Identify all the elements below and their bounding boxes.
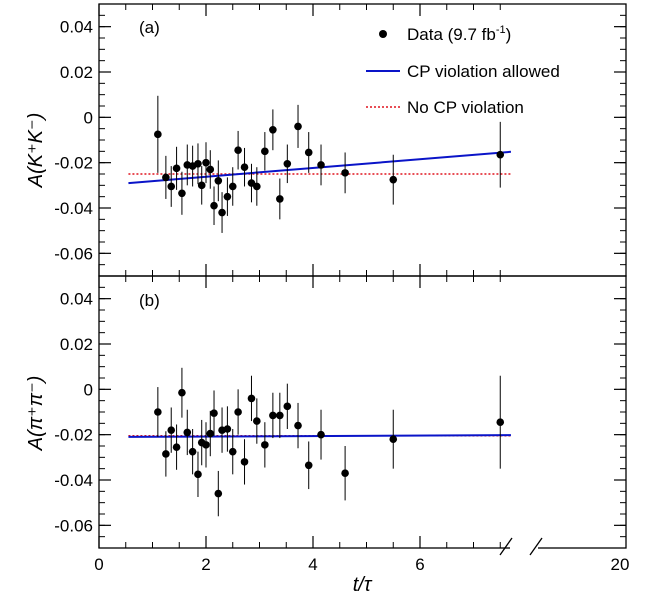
data-point: [183, 428, 192, 437]
panel-b-ylabel: A(π⁺π⁻): [25, 376, 47, 452]
x-tick-label: 0: [94, 555, 103, 574]
data-point: [294, 122, 302, 131]
data-point: [223, 425, 232, 433]
x-tick-label: 4: [308, 555, 317, 574]
data-point: [261, 147, 269, 156]
y-tick-label: -0.02: [54, 154, 93, 173]
data-point: [234, 408, 242, 416]
data-point: [234, 146, 242, 154]
data-point: [253, 417, 261, 425]
data-point: [304, 148, 313, 157]
data-point: [294, 421, 302, 430]
data-point: [389, 175, 398, 184]
data-point: [317, 161, 325, 169]
data-point: [269, 126, 277, 134]
legend-no-cp-label: No CP violation: [407, 98, 524, 117]
data-point: [276, 195, 284, 203]
x-axis-title: t/τ: [353, 574, 373, 596]
panel-b-label: (b): [139, 291, 160, 310]
data-point: [253, 182, 261, 191]
data-point: [214, 489, 223, 498]
data-point: [210, 201, 218, 210]
data-point: [218, 208, 226, 217]
data-point: [167, 426, 176, 434]
data-point: [389, 435, 398, 444]
x-tick-label: 2: [201, 555, 210, 574]
data-point: [496, 418, 505, 427]
panel-a-ylabel: A(K⁺K⁻): [25, 113, 47, 188]
data-point: [283, 160, 292, 168]
data-point: [240, 163, 249, 171]
data-point: [154, 130, 162, 139]
data-point: [341, 169, 349, 177]
data-point: [276, 411, 284, 420]
panel-a-label: (a): [139, 18, 160, 37]
data-point: [206, 429, 215, 438]
data-point: [178, 388, 186, 397]
data-point: [194, 470, 202, 479]
axis-break-gap: [510, 543, 538, 553]
data-point: [210, 409, 218, 417]
data-point: [228, 182, 237, 191]
legend-data-label: Data (9.7 fb-1): [407, 24, 511, 44]
y-tick-label: 0.04: [60, 290, 93, 309]
x-tick-label: 6: [415, 555, 424, 574]
legend: Data (9.7 fb-1) CP violation allowed No …: [366, 24, 560, 117]
y-tick-label: 0: [84, 108, 93, 127]
y-tick-label: 0.04: [60, 18, 93, 37]
y-tick-label: -0.06: [54, 244, 93, 263]
data-point: [178, 189, 186, 198]
data-point: [283, 402, 292, 411]
data-point: [240, 458, 249, 466]
data-point: [304, 461, 313, 470]
data-point: [269, 411, 277, 420]
data-point: [214, 177, 223, 185]
y-tick-label: -0.02: [54, 426, 93, 445]
y-tick-label: -0.06: [54, 516, 93, 535]
data-point: [154, 408, 162, 416]
plot-layer: 0.04 0.02 0 -0.02 -0.04 -0.06 0.04 0.02 0 -0.02 -0…: [54, 4, 626, 548]
y-tick-label: 0.02: [60, 335, 93, 354]
y-tick-label: -0.04: [54, 199, 93, 218]
data-point: [167, 182, 176, 191]
x-tick-label: 20: [611, 555, 630, 574]
data-point: [162, 173, 170, 182]
y-tick-label: 0: [84, 380, 93, 399]
axis-break-mark-left: [499, 537, 513, 556]
data-point: [228, 447, 237, 456]
data-point: [197, 181, 206, 190]
data-point: [261, 441, 269, 449]
y-tick-label: -0.04: [54, 471, 93, 490]
data-point: [194, 160, 202, 168]
data-point: [162, 450, 170, 458]
panel-b-frame: [98, 275, 627, 549]
data-point: [172, 443, 181, 451]
data-point: [188, 447, 197, 456]
data-point: [206, 165, 215, 174]
legend-cp-allowed-label: CP violation allowed: [407, 62, 560, 81]
data-point: [202, 158, 210, 167]
legend-data-marker: [379, 30, 387, 38]
data-point: [223, 192, 232, 201]
data-point: [317, 430, 325, 439]
data-point: [172, 164, 181, 173]
data-point: [496, 150, 505, 159]
data-point: [202, 441, 210, 449]
y-tick-label: 0.02: [60, 63, 93, 82]
data-point: [341, 469, 349, 478]
data-point: [247, 394, 256, 403]
panel-a-frame: [98, 3, 627, 277]
axis-break-mark-right: [529, 537, 543, 556]
